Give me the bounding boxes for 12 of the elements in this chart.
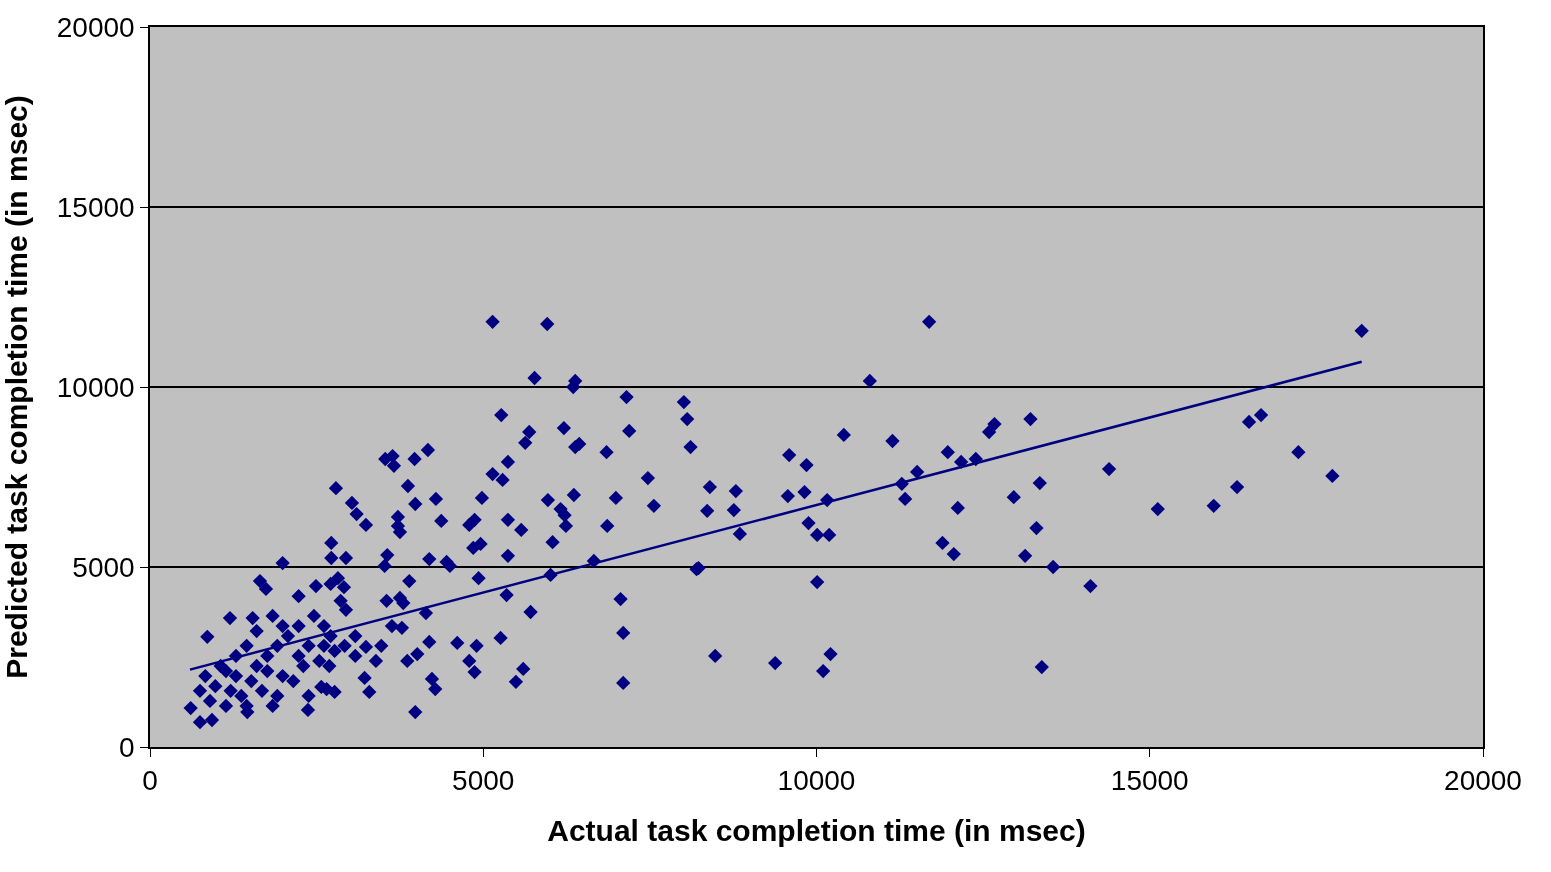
y-axis-title: Predicted task completion time (in msec) <box>0 95 34 679</box>
x-tick-label: 15000 <box>1110 765 1189 797</box>
x-tick-label: 10000 <box>777 765 856 797</box>
x-tick-label: 20000 <box>1444 765 1522 797</box>
x-tick-label: 0 <box>142 765 158 797</box>
y-tick-label: 15000 <box>56 191 135 223</box>
x-axis-title: Actual task completion time (in msec) <box>547 814 1086 848</box>
y-tick-label: 5000 <box>72 551 135 583</box>
y-tick-label: 10000 <box>56 371 135 403</box>
y-tick-label: 20000 <box>56 11 135 43</box>
y-tick-label: 0 <box>119 731 135 763</box>
x-tick-label: 5000 <box>452 765 515 797</box>
